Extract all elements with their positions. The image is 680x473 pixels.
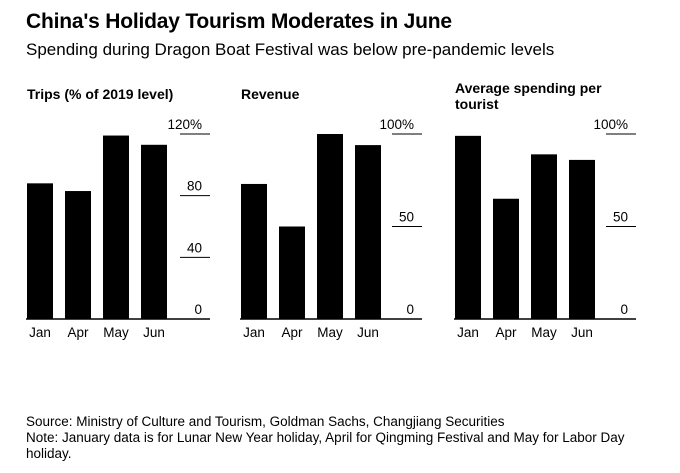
x-tick-label: Jun: [357, 325, 379, 340]
panel-title-trips: Trips (% of 2019 level): [27, 86, 174, 102]
x-tick-label: May: [317, 325, 343, 340]
bar-revenue-apr: [279, 226, 305, 319]
bar-revenue-may: [317, 134, 343, 319]
bar-revenue-jan: [241, 183, 267, 319]
panel-title-avg-spending: Average spending per tourist: [455, 80, 602, 112]
x-tick-label: Apr: [281, 325, 303, 340]
x-tick-label: Jun: [143, 325, 165, 340]
bar-avg-spending-apr: [493, 198, 519, 319]
y-tick-label: 50: [399, 210, 414, 225]
panel-title-revenue: Revenue: [241, 86, 300, 102]
note-text: Note: January data is for Lunar New Year…: [26, 430, 625, 461]
bar-avg-spending-jun: [569, 159, 595, 319]
y-tick-label: 0: [620, 302, 628, 317]
y-tick-label: 50: [613, 210, 628, 225]
bar-avg-spending-jan: [455, 135, 481, 319]
x-tick-label: Jan: [29, 325, 51, 340]
bar-trips-jan: [27, 183, 53, 319]
x-tick-label: Apr: [67, 325, 89, 340]
bar-trips-may: [103, 135, 129, 319]
footnote: Source: Ministry of Culture and Tourism,…: [26, 414, 666, 462]
bar-revenue-jun: [355, 145, 381, 319]
chart-title: China's Holiday Tourism Moderates in Jun…: [26, 10, 452, 33]
chart-subtitle: Spending during Dragon Boat Festival was…: [26, 40, 555, 59]
y-tick-label: 100%: [379, 117, 414, 132]
y-tick-label: 0: [194, 302, 202, 317]
x-tick-label: May: [103, 325, 129, 340]
y-tick-label: 100%: [593, 117, 628, 132]
y-tick-label: 40: [187, 240, 202, 255]
x-tick-label: Apr: [495, 325, 517, 340]
y-tick-label: 0: [406, 302, 414, 317]
x-tick-label: Jun: [571, 325, 593, 340]
x-tick-label: Jan: [243, 325, 265, 340]
bar-avg-spending-may: [531, 154, 557, 319]
x-tick-label: May: [531, 325, 557, 340]
bar-trips-jun: [141, 144, 167, 319]
y-tick-label: 80: [187, 179, 202, 194]
x-tick-label: Jan: [457, 325, 479, 340]
y-tick-label: 120%: [167, 117, 202, 132]
source-text: Source: Ministry of Culture and Tourism,…: [26, 414, 505, 429]
bar-trips-apr: [65, 191, 91, 319]
